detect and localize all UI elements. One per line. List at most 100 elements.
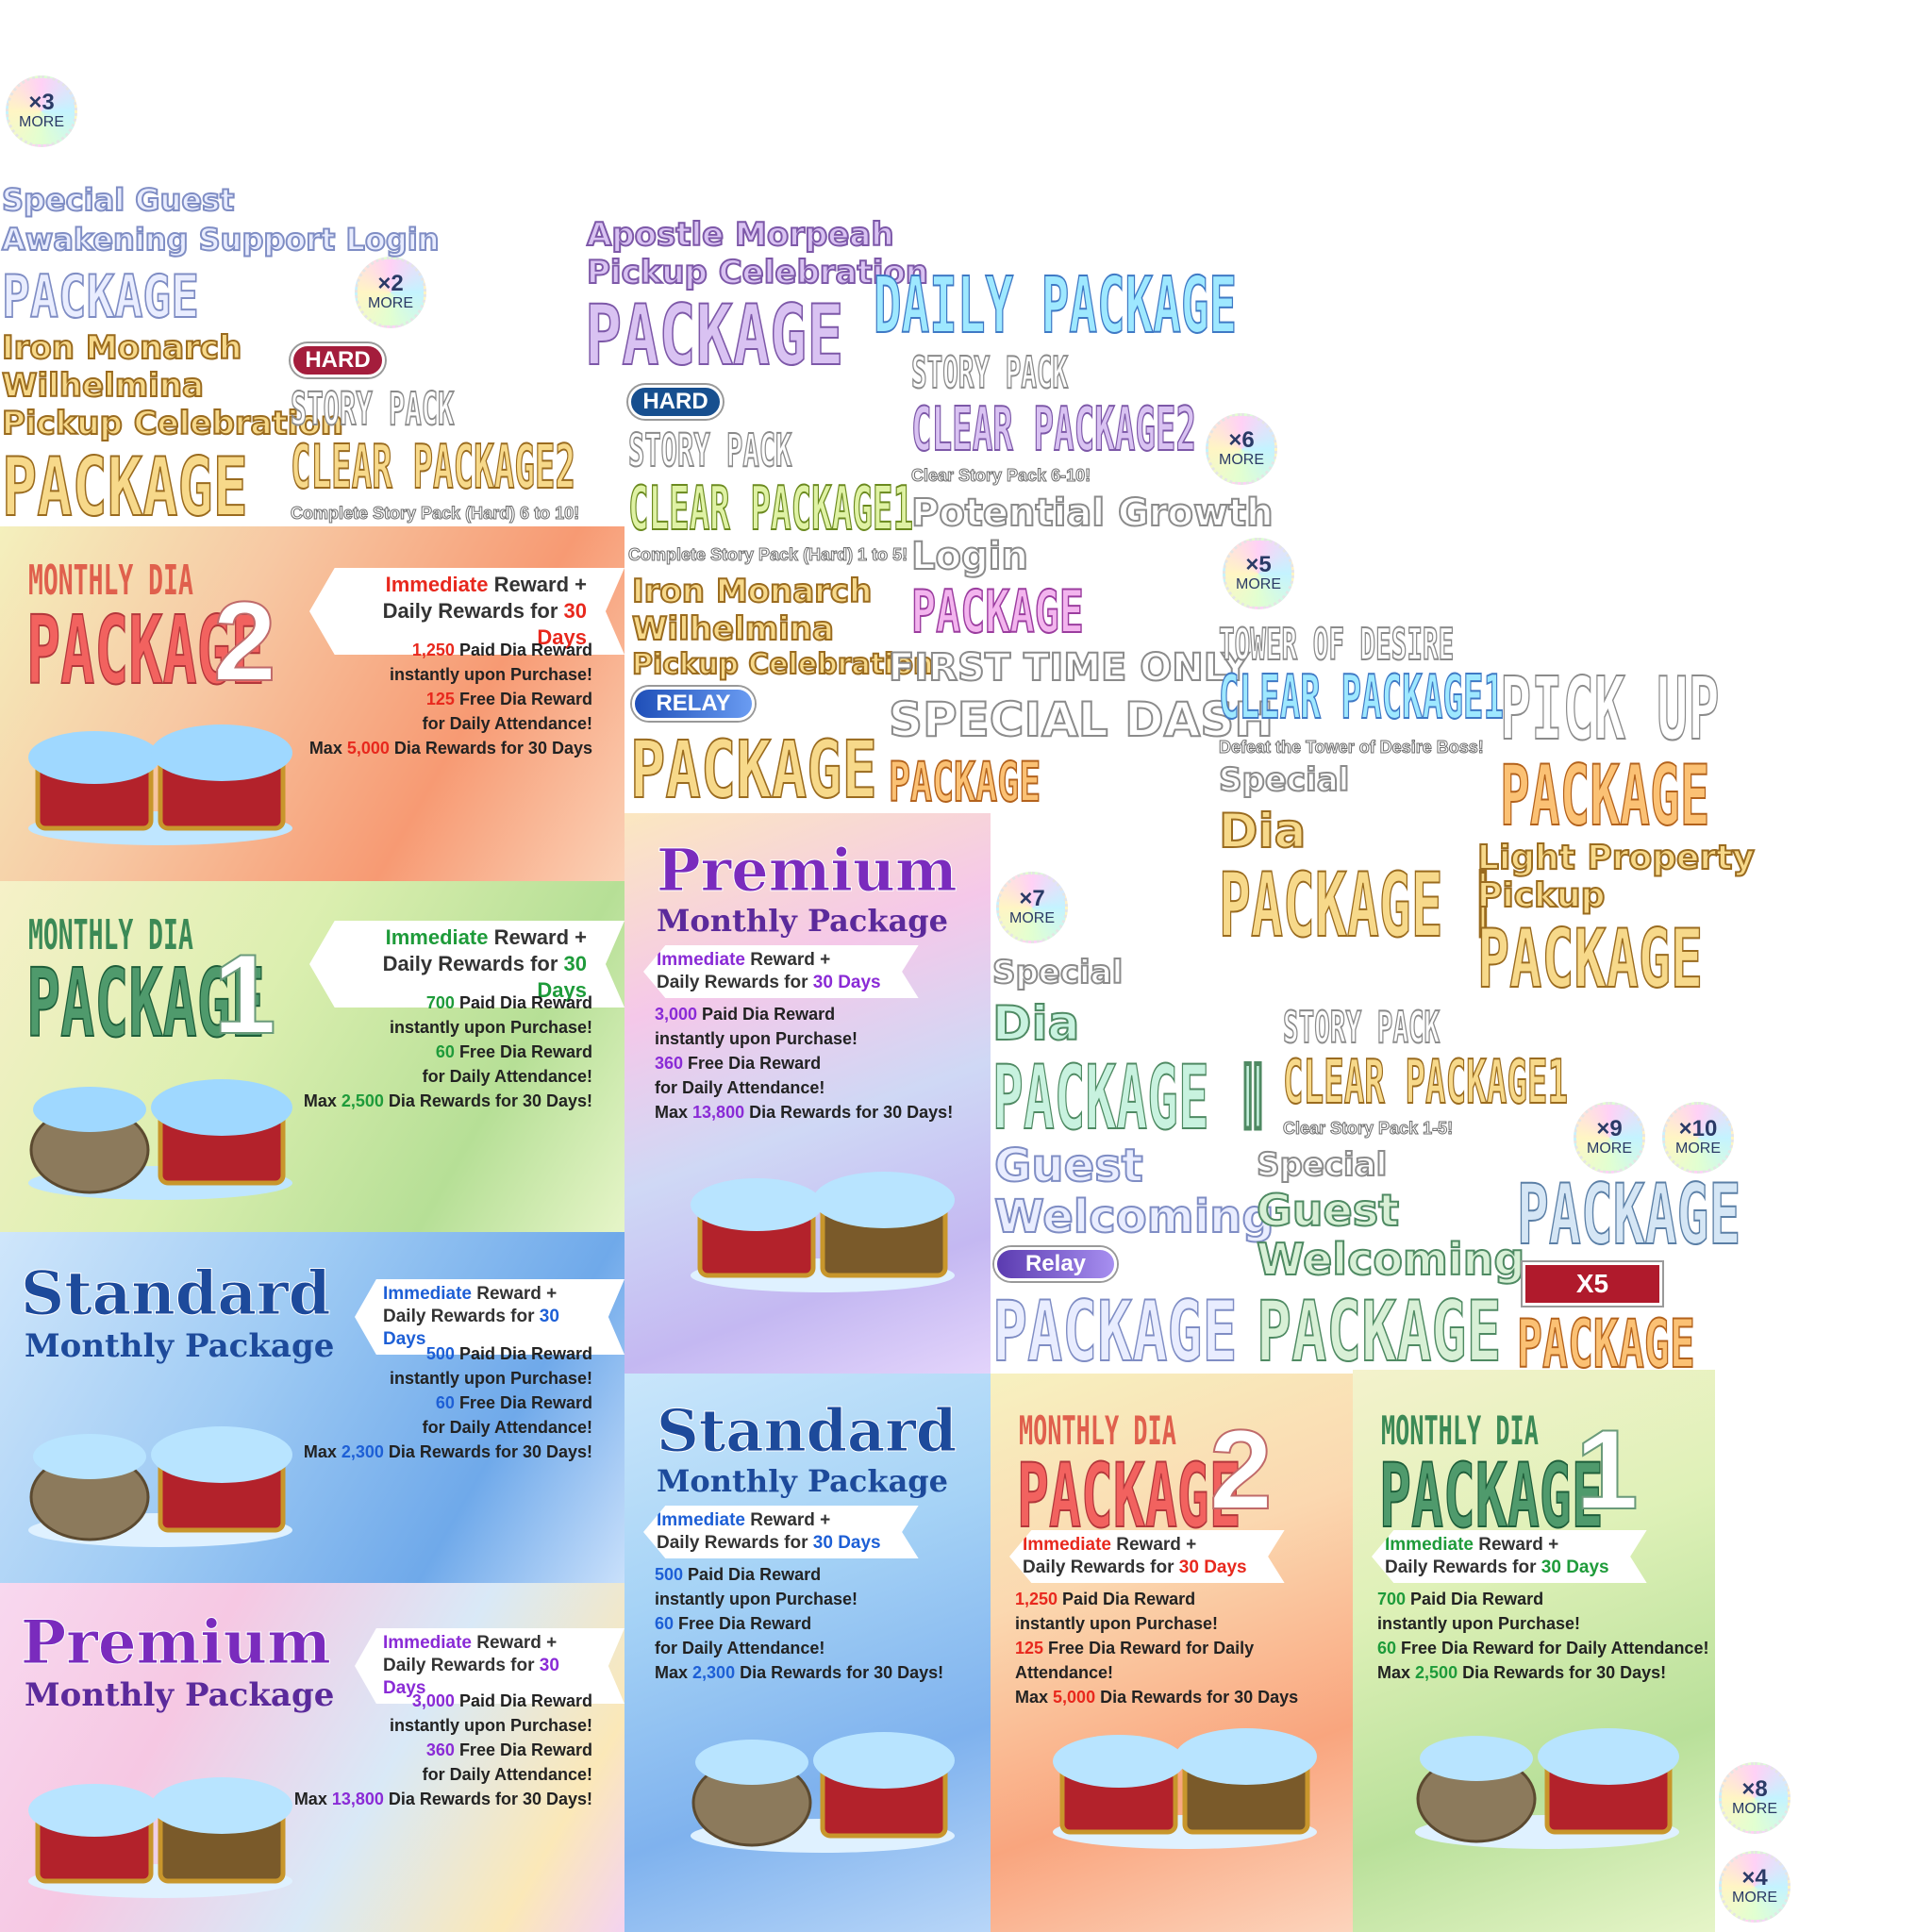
desc-text: Paid Dia Reward [454, 993, 592, 1012]
more-badge-x10[interactable]: ×10 MORE [1662, 1102, 1734, 1174]
pill-highlight: Immediate [385, 573, 489, 596]
title-line: SPECIAL DASH [888, 692, 1274, 747]
badge-more: MORE [1236, 576, 1281, 593]
card-title-main: Monthly Package [657, 903, 949, 939]
title-daily-package[interactable]: DAILY PACKAGE [873, 261, 1238, 351]
desc-text: for Daily Attendance! [655, 1078, 825, 1097]
more-badge-x9[interactable]: ×9 MORE [1574, 1102, 1645, 1174]
title-line: Login [910, 535, 1029, 578]
card-number: 1 [1574, 1407, 1640, 1533]
desc-number: 2,500 [341, 1091, 384, 1110]
more-badge-x3[interactable]: ×3 MORE [6, 75, 77, 147]
desc-text: Max [303, 1442, 341, 1461]
title-line: Wilhelmina [1, 367, 205, 405]
desc-text: Max [293, 1790, 332, 1808]
desc-number: 125 [425, 690, 455, 708]
desc-text: Dia Rewards for 30 Days! [383, 1442, 592, 1461]
more-badge-x6[interactable]: ×6 MORE [1206, 413, 1277, 485]
title-package: PACKAGE [888, 750, 1041, 814]
desc-text: for Daily Attendance! [422, 1765, 592, 1784]
card-monthly-dia-1-bottom[interactable]: MONTHLY DIA PACKAGE 1 Immediate Reward +… [1353, 1370, 1715, 1932]
desc-number: 1,250 [1015, 1590, 1058, 1608]
more-badge-x7[interactable]: ×7 MORE [996, 872, 1068, 943]
desc-text: for Daily Attendance! [655, 1639, 825, 1657]
badge-more: MORE [1732, 1801, 1777, 1818]
desc-number: 60 [435, 1393, 455, 1412]
title-package: PACKAGE [629, 724, 877, 816]
title-line: Welcoming [993, 1191, 1275, 1243]
card-monthly-dia-1-left[interactable]: MONTHLY DIA PACKAGE 1 Immediate Reward +… [0, 881, 625, 1232]
desc-text: Free Dia Reward [674, 1614, 812, 1633]
desc-text: Paid Dia Reward [1406, 1590, 1544, 1608]
title-line: STORY PACK [1282, 1002, 1441, 1053]
pill-highlight: Immediate [385, 925, 489, 949]
title-line: Guest [993, 1140, 1144, 1192]
pill-text: Reward + [744, 950, 831, 970]
card-title-top: MONTHLY DIA [28, 557, 193, 605]
pill-highlight: Immediate [383, 1284, 472, 1304]
card-standard-monthly-middle[interactable]: Standard Monthly Package Immediate Rewar… [625, 1374, 991, 1932]
reward-description: 3,000 Paid Dia Reward instantly upon Pur… [294, 1689, 592, 1811]
title-line: PICK UP [1499, 658, 1720, 759]
desc-number: 360 [655, 1054, 684, 1073]
badge-count: ×2 [377, 271, 404, 297]
desc-number: 60 [1377, 1639, 1397, 1657]
more-badge-x4[interactable]: ×4 MORE [1719, 1851, 1790, 1923]
desc-number: 700 [1377, 1590, 1407, 1608]
title-line: CLEAR PACKAGE2 [910, 395, 1197, 465]
title-line: Pickup Celebration [631, 648, 934, 681]
more-badge-x2[interactable]: ×2 MORE [355, 257, 426, 328]
desc-number: 500 [655, 1565, 684, 1584]
card-monthly-dia-2-left[interactable]: MONTHLY DIA PACKAGE 2 Immediate Reward +… [0, 526, 625, 881]
reward-pill: Immediate Reward + Daily Rewards for 30 … [1009, 1530, 1285, 1583]
reward-description: 500 Paid Dia Reward instantly upon Purch… [655, 1562, 943, 1685]
treasure-chest-icon [1053, 1728, 1317, 1849]
desc-text: instantly upon Purchase! [1377, 1614, 1581, 1633]
badge-more: MORE [19, 114, 64, 131]
desc-text: Dia Rewards for 30 Days! [1457, 1663, 1667, 1682]
card-title-main: Monthly Package [657, 1463, 949, 1499]
relay-tag: Relay [994, 1247, 1117, 1281]
desc-number: 13,800 [331, 1790, 384, 1808]
desc-number: 500 [425, 1344, 455, 1363]
desc-number: 5,000 [346, 739, 390, 758]
badge-count: ×7 [1019, 886, 1045, 912]
x5-tag: X5 [1523, 1262, 1662, 1306]
pill-highlight: Immediate [657, 950, 745, 970]
badge-more: MORE [368, 295, 413, 312]
badge-count: ×4 [1741, 1865, 1768, 1891]
card-premium-monthly-middle[interactable]: Premium Monthly Package Immediate Reward… [625, 813, 991, 1374]
desc-text: for Daily Attendance! [422, 1418, 592, 1437]
desc-text: Free Dia Reward for Daily Attendance! [1015, 1639, 1255, 1682]
treasure-chest-icon [28, 724, 292, 845]
desc-text: Free Dia Reward [454, 690, 592, 708]
more-badge-x5[interactable]: ×5 MORE [1223, 538, 1294, 609]
title-line: Awakening Support Login [1, 222, 440, 258]
card-title-main: PACKAGE [1016, 1445, 1241, 1548]
desc-text: Dia Rewards for 30 Days [1095, 1688, 1299, 1707]
more-badge-x8[interactable]: ×8 MORE [1719, 1762, 1790, 1834]
title-subtitle: Clear Story Pack 1-5! [1282, 1119, 1454, 1139]
card-title-top: Standard [656, 1396, 958, 1465]
title-line: Potential Growth [910, 491, 1274, 535]
card-premium-monthly-left[interactable]: Premium Monthly Package Immediate Reward… [0, 1583, 625, 1932]
card-title-top: MONTHLY DIA [1381, 1407, 1539, 1454]
desc-text: Max [303, 1091, 341, 1110]
title-line: CLEAR PACKAGE1 [1282, 1048, 1569, 1118]
card-monthly-dia-2-bottom[interactable]: MONTHLY DIA PACKAGE 2 Immediate Reward +… [991, 1374, 1353, 1932]
reward-description: 1,250 Paid Dia Reward instantly upon Pur… [1015, 1587, 1353, 1709]
desc-text: instantly upon Purchase! [389, 1018, 592, 1037]
title-subtitle: Clear Story Pack 6-10! [910, 466, 1091, 486]
badge-count: ×3 [28, 90, 55, 116]
desc-text: Dia Rewards for 30 Days! [735, 1663, 944, 1682]
desc-text: Paid Dia Reward [1058, 1590, 1196, 1608]
desc-text: Paid Dia Reward [454, 1691, 592, 1710]
badge-more: MORE [1219, 452, 1264, 469]
title-line: STORY PACK [910, 347, 1069, 398]
card-title-main: PACKAGE [1378, 1445, 1604, 1548]
desc-text: for Daily Attendance! [422, 1067, 592, 1086]
card-standard-monthly-left[interactable]: Standard Monthly Package Immediate Rewar… [0, 1232, 625, 1583]
reward-pill: Immediate Reward + Daily Rewards for 30 … [355, 1628, 625, 1704]
title-line: CLEAR PACKAGE1 [1218, 663, 1505, 733]
title-line: STORY PACK [290, 383, 455, 436]
